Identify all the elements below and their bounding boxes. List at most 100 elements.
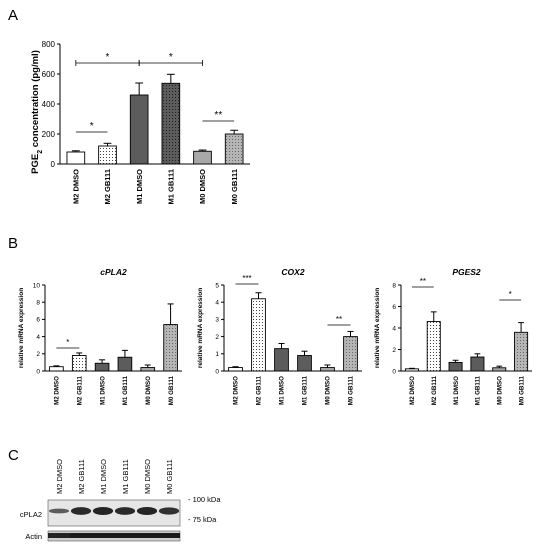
y-tick-label: 8 bbox=[392, 282, 396, 289]
y-tick-label: 2 bbox=[392, 347, 396, 354]
panel-label-b: B bbox=[8, 235, 18, 252]
lane-label: M1 DMSO bbox=[99, 459, 108, 494]
panel-b-pges2-chart: PGES2 relative mRNA expression 0 2 4 6 8 M2 DMS… bbox=[374, 267, 532, 405]
category-label: M2 GB111 bbox=[431, 375, 438, 405]
category-label: M1 GB111 bbox=[475, 375, 482, 405]
y-tick-label: 2 bbox=[36, 351, 40, 358]
panel-a-chart: 0 200 400 600 800 M2 DMSO M2 GB111 M1 DMSO M1 GB… bbox=[42, 40, 250, 204]
blot-band bbox=[48, 508, 70, 514]
bar bbox=[343, 336, 358, 372]
bar bbox=[193, 150, 212, 165]
y-tick-label: 4 bbox=[36, 334, 40, 341]
panel-b-cox2-chart: COX2 relative mRNA expression 0 1 2 3 4 5 M2 DMS… bbox=[197, 267, 362, 405]
category-label: M1 DMSO bbox=[453, 376, 460, 405]
lane-label: M2 DMSO bbox=[55, 459, 64, 494]
category-label: M2 DMSO bbox=[71, 169, 80, 204]
y-tick-label: 0 bbox=[36, 368, 40, 375]
bar bbox=[251, 298, 266, 372]
category-label: M1 GB111 bbox=[166, 169, 175, 204]
bar bbox=[117, 356, 133, 372]
blot-band bbox=[70, 507, 92, 515]
y-tick-label: 600 bbox=[42, 70, 56, 79]
significance-label: * bbox=[106, 52, 110, 63]
category-label: M0 GB111 bbox=[230, 169, 239, 204]
category-label: M0 DMSO bbox=[325, 376, 332, 405]
y-axis-label: relative mRNA expression bbox=[197, 288, 204, 368]
lane-label: M0 DMSO bbox=[143, 459, 152, 494]
blot-row-label: cPLA2 bbox=[20, 510, 42, 519]
y-tick-label: 0 bbox=[392, 368, 396, 375]
category-label: M2 DMSO bbox=[54, 376, 61, 405]
category-label: M0 GB111 bbox=[518, 375, 525, 405]
y-tick-label: 400 bbox=[42, 100, 56, 109]
significance-label: * bbox=[66, 338, 69, 347]
blot-band bbox=[136, 507, 158, 515]
lane-label: M2 GB111 bbox=[77, 459, 86, 494]
category-label: M1 DMSO bbox=[135, 169, 144, 204]
panel-label-a: A bbox=[8, 7, 18, 24]
blot-band bbox=[92, 533, 114, 538]
blot-band bbox=[114, 507, 136, 515]
bar bbox=[426, 321, 441, 372]
y-tick-label: 2 bbox=[215, 334, 219, 341]
blot-band bbox=[158, 533, 180, 538]
blot-band bbox=[114, 533, 136, 538]
bar bbox=[49, 366, 64, 372]
category-label: M1 DMSO bbox=[279, 376, 286, 405]
y-tick-label: 6 bbox=[36, 317, 40, 324]
panel-a-ylabel: PGE2 concentration (pg/ml) bbox=[30, 50, 44, 174]
category-label: M0 DMSO bbox=[496, 376, 503, 405]
blot-band bbox=[48, 533, 70, 538]
significance-label: * bbox=[169, 52, 173, 63]
chart-title: COX2 bbox=[281, 267, 304, 277]
lane-label: M1 GB111 bbox=[121, 459, 130, 494]
category-label: M1 DMSO bbox=[99, 376, 106, 405]
category-label: M0 DMSO bbox=[198, 169, 207, 204]
bar bbox=[94, 362, 110, 372]
y-tick-label: 3 bbox=[215, 317, 219, 324]
blot-band bbox=[92, 507, 114, 515]
western-blot: M2 DMSO M2 GB111 M1 DMSO M1 GB111 M0 DMSO M0 … bbox=[20, 459, 221, 542]
category-label: M0 GB111 bbox=[348, 375, 355, 405]
bar bbox=[129, 94, 149, 165]
panel-b-cpla2-chart: cPLA2 relative mRNA expression 0 2 4 6 8 10 M2 D… bbox=[18, 267, 182, 405]
blot-row-label: Actin bbox=[25, 532, 42, 541]
y-tick-label: 8 bbox=[36, 299, 40, 306]
y-axis-label: relative mRNA expression bbox=[374, 288, 381, 368]
bar bbox=[161, 82, 181, 165]
y-tick-label: 0 bbox=[215, 368, 219, 375]
bar bbox=[404, 368, 419, 372]
y-tick-label: 4 bbox=[392, 325, 396, 332]
bar bbox=[320, 367, 335, 372]
bar bbox=[274, 348, 289, 372]
y-axis-label: relative mRNA expression bbox=[18, 288, 25, 368]
category-label: M2 DMSO bbox=[233, 376, 240, 405]
y-tick-label: 0 bbox=[51, 160, 56, 169]
y-tick-label: 800 bbox=[42, 40, 56, 49]
marker-label: - 100 kDa bbox=[188, 495, 221, 504]
bar bbox=[492, 367, 507, 372]
significance-label: ** bbox=[336, 315, 342, 324]
bar bbox=[98, 145, 117, 165]
significance-label: ** bbox=[420, 277, 426, 286]
marker-label: - 75 kDa bbox=[188, 515, 217, 524]
bar bbox=[163, 324, 178, 372]
chart-title: PGES2 bbox=[452, 267, 481, 277]
category-label: M1 GB111 bbox=[122, 375, 129, 405]
y-tick-label: 200 bbox=[42, 130, 56, 139]
bar bbox=[297, 355, 312, 372]
category-label: M0 GB111 bbox=[168, 375, 175, 405]
y-tick-label: 6 bbox=[392, 304, 396, 311]
bar bbox=[470, 356, 485, 372]
category-label: M2 GB111 bbox=[103, 169, 112, 204]
bar bbox=[448, 361, 463, 372]
y-tick-label: 4 bbox=[215, 299, 219, 306]
category-label: M1 GB111 bbox=[302, 375, 309, 405]
bar bbox=[224, 133, 244, 165]
category-label: M2 GB111 bbox=[256, 375, 263, 405]
blot-band bbox=[136, 533, 158, 538]
chart-title: cPLA2 bbox=[100, 267, 127, 277]
blot-membrane bbox=[47, 499, 181, 527]
y-tick-label: 10 bbox=[33, 282, 41, 289]
category-label: M0 DMSO bbox=[145, 376, 152, 405]
